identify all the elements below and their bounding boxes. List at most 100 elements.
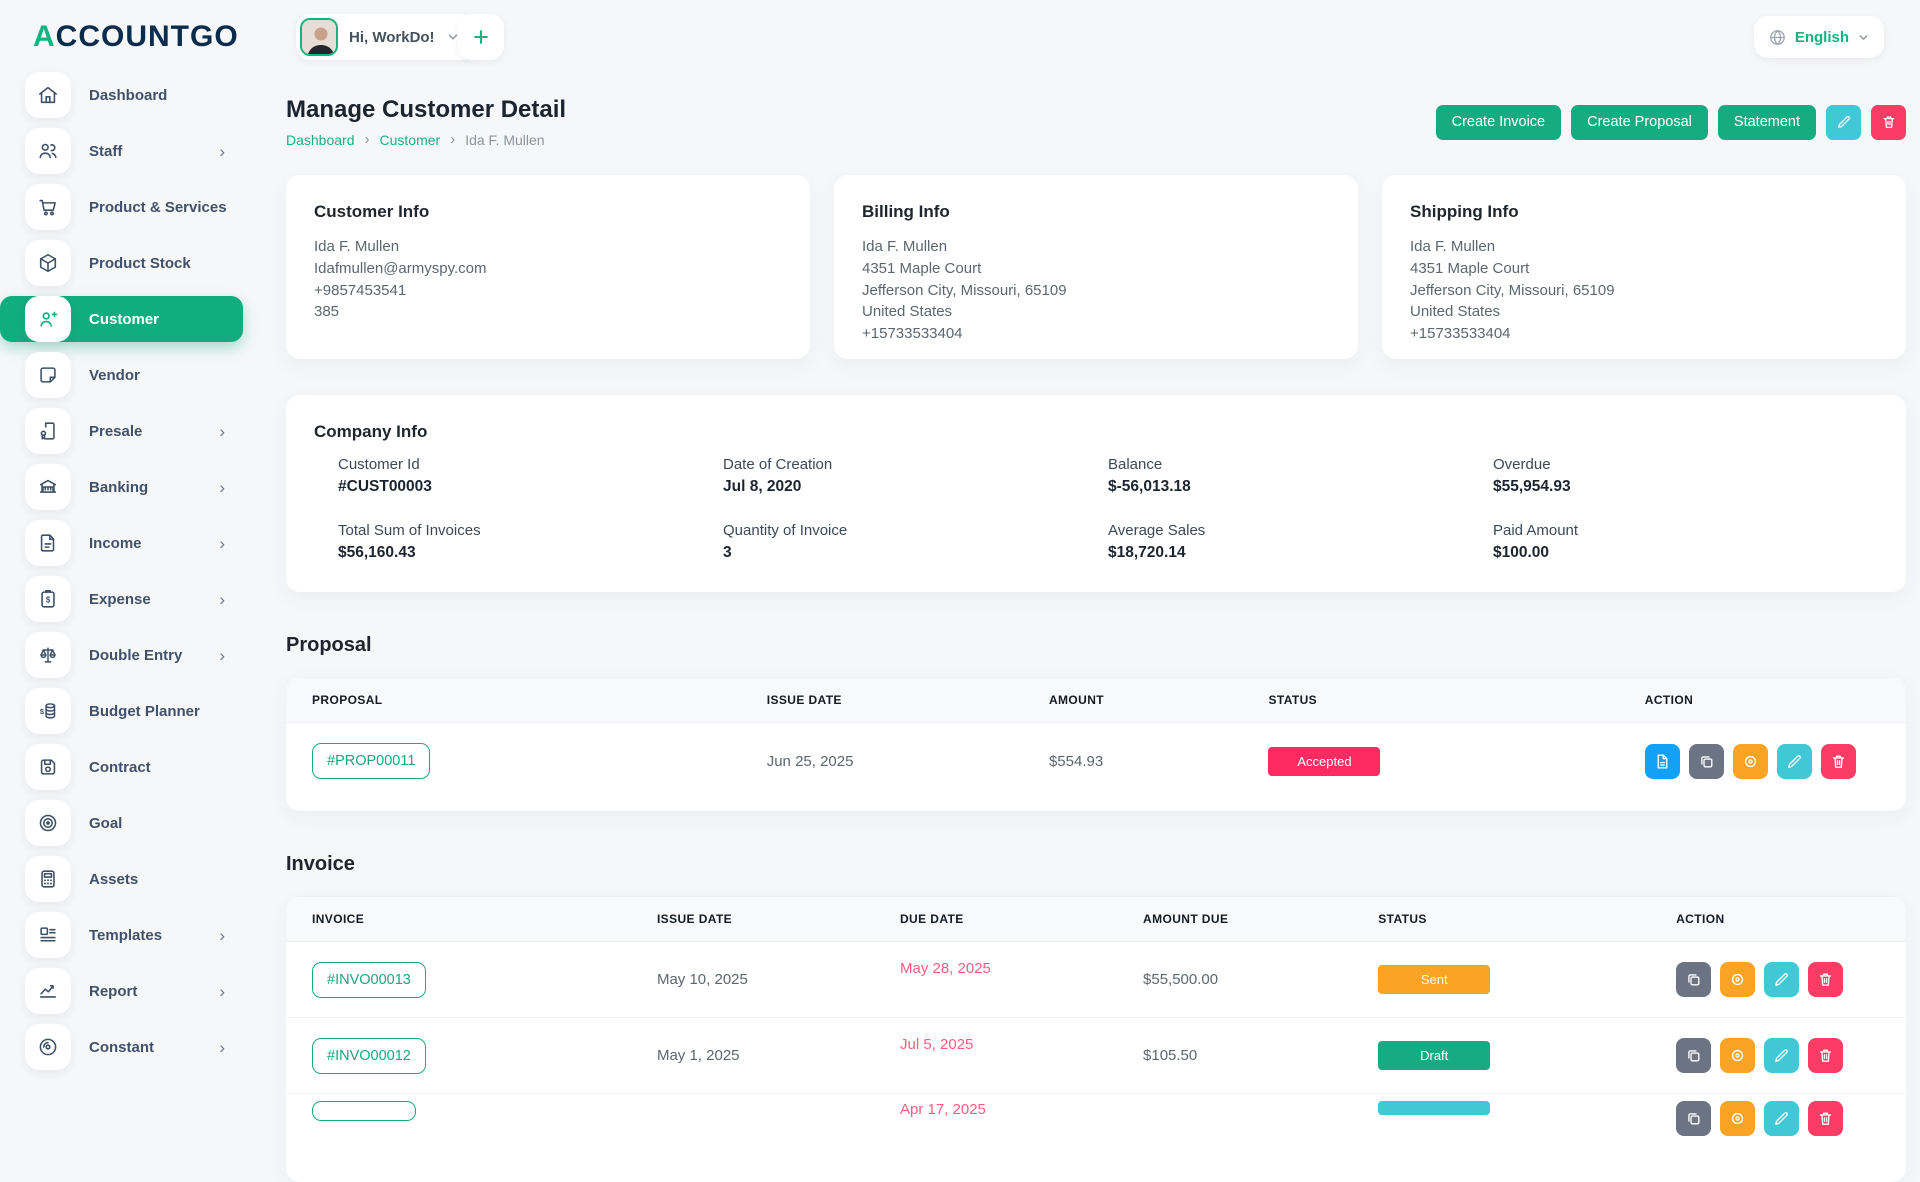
sidebar-item-constant[interactable]: Constant › (0, 1024, 243, 1070)
proposal-issue-date: Jun 25, 2025 (766, 752, 854, 770)
invoice-issue-date: May 10, 2025 (656, 971, 748, 988)
col-issue-date: ISSUE DATE (656, 912, 733, 926)
app-logo: ACCOUNTGO (33, 20, 239, 54)
add-button[interactable] (458, 14, 504, 60)
users-icon (25, 128, 71, 174)
language-selector[interactable]: English (1753, 16, 1884, 58)
edit-customer-button[interactable] (1826, 104, 1861, 140)
target-icon (25, 800, 71, 846)
sidebar-item-vendor[interactable]: Vendor (0, 352, 243, 398)
card-title: Billing Info (862, 202, 950, 221)
chevron-right-icon: › (219, 925, 225, 945)
preview-button[interactable] (1720, 1038, 1756, 1073)
edit-button[interactable] (1764, 1101, 1800, 1136)
status-badge (1378, 1101, 1491, 1115)
duplicate-button[interactable] (1676, 1038, 1712, 1073)
duplicate-button[interactable] (1688, 743, 1724, 779)
breadcrumb-dashboard-link[interactable]: Dashboard (286, 131, 355, 148)
card-title: Company Info (314, 422, 428, 441)
sidebar-item-expense[interactable]: $ Expense › (0, 576, 243, 622)
page-header: Manage Customer Detail Dashboard › Custo… (286, 96, 1906, 148)
topbar: ACCOUNTGO Hi, WorkDo! English (0, 0, 1920, 72)
greeting-text: Hi, WorkDo! (349, 28, 435, 46)
sidebar-item-label: Vendor (89, 366, 140, 384)
invoice-number-button[interactable]: #INVO00012 (312, 1037, 426, 1074)
trash-icon (1819, 1049, 1832, 1062)
sidebar-item-report[interactable]: Report › (0, 968, 243, 1014)
customer-phone: +9857453541 (314, 281, 407, 299)
col-status: STATUS (1268, 693, 1318, 707)
sidebar-item-label: Budget Planner (89, 702, 200, 720)
billing-info-card: Billing Info Ida F. Mullen 4351 Maple Co… (834, 175, 1358, 359)
duplicate-button[interactable] (1676, 1101, 1712, 1136)
sidebar-item-goal[interactable]: Goal (0, 800, 243, 846)
chevron-right-icon: › (219, 477, 225, 497)
chevron-right-icon: › (219, 533, 225, 553)
sidebar-item-contract[interactable]: Contract (0, 744, 243, 790)
page-title: Manage Customer Detail (286, 96, 567, 123)
duplicate-button[interactable] (1676, 962, 1712, 997)
col-proposal: PROPOSAL (312, 693, 383, 707)
proposal-number-button[interactable]: #PROP00011 (312, 743, 431, 779)
edit-button[interactable] (1776, 743, 1812, 779)
sidebar-item-label: Double Entry (89, 646, 183, 664)
statement-button[interactable]: Statement (1717, 104, 1816, 140)
create-invoice-button[interactable]: Create Invoice (1435, 104, 1562, 140)
sidebar-item-label: Staff (89, 142, 123, 160)
delete-button[interactable] (1808, 1101, 1844, 1136)
field-date-of-creation: Date of Creation Jul 8, 2020 (723, 456, 833, 495)
clipboard-dollar-icon: $ (25, 576, 71, 622)
chevron-right-icon: › (219, 421, 225, 441)
scales-icon (25, 632, 71, 678)
sidebar-item-banking[interactable]: Banking › (0, 464, 243, 510)
chevron-right-icon: › (219, 981, 225, 1001)
edit-button[interactable] (1764, 1038, 1800, 1073)
sidebar-item-product-stock[interactable]: Product Stock (0, 240, 243, 286)
shipping-street: 4351 Maple Court (1410, 259, 1530, 277)
company-info-card: Company Info Customer Id #CUST00003 Date … (286, 395, 1906, 592)
calculator-icon (25, 856, 71, 902)
preview-button[interactable] (1732, 743, 1768, 779)
breadcrumb-customer-link[interactable]: Customer (379, 131, 441, 148)
status-badge: Draft (1378, 1041, 1491, 1070)
invoice-number-button[interactable] (312, 1101, 416, 1121)
avatar (300, 18, 338, 56)
shipping-info-card: Shipping Info Ida F. Mullen 4351 Maple C… (1382, 175, 1906, 359)
edit-button[interactable] (1764, 962, 1800, 997)
sidebar-item-dashboard[interactable]: Dashboard (0, 72, 243, 118)
sidebar-item-label: Product Stock (89, 254, 191, 272)
sidebar-item-income[interactable]: Income › (0, 520, 243, 566)
preview-button[interactable] (1720, 1101, 1756, 1136)
delete-button[interactable] (1820, 743, 1856, 779)
chevron-right-icon: › (219, 141, 225, 161)
chevron-right-icon: › (219, 589, 225, 609)
preview-button[interactable] (1720, 962, 1756, 997)
sidebar-item-presale[interactable]: Presale › (0, 408, 243, 454)
delete-button[interactable] (1808, 962, 1844, 997)
sidebar-item-label: Constant (89, 1038, 154, 1056)
sidebar-item-templates[interactable]: Templates › (0, 912, 243, 958)
invoice-file-button[interactable] (1644, 743, 1680, 779)
sidebar-item-label: Dashboard (89, 86, 168, 104)
sidebar-item-budget-planner[interactable]: $ Budget Planner (0, 688, 243, 734)
plus-icon (471, 27, 491, 47)
sidebar-item-staff[interactable]: Staff › (0, 128, 243, 174)
proposal-table-header: PROPOSAL ISSUE DATE AMOUNT STATUS ACTION (286, 677, 1906, 723)
sidebar-item-product-services[interactable]: Product & Services (0, 184, 243, 230)
sidebar-item-assets[interactable]: Assets (0, 856, 243, 902)
field-quantity-invoice: Quantity of Invoice 3 (723, 522, 848, 561)
invoice-issue-date: May 1, 2025 (656, 1047, 740, 1064)
sidebar-item-double-entry[interactable]: Double Entry › (0, 632, 243, 678)
delete-button[interactable] (1808, 1038, 1844, 1073)
chart-icon (25, 968, 71, 1014)
billing-country: United States (862, 303, 953, 321)
invoice-amount-due: $105.50 (1143, 1047, 1198, 1064)
sidebar-item-label: Income (89, 534, 142, 552)
coins-icon: $ (25, 688, 71, 734)
invoice-number-button[interactable]: #INVO00013 (312, 961, 426, 998)
sidebar-item-customer[interactable]: Customer (0, 296, 243, 342)
customer-name: Ida F. Mullen (314, 238, 400, 255)
user-menu[interactable]: Hi, WorkDo! (296, 14, 476, 60)
delete-customer-button[interactable] (1871, 104, 1906, 140)
create-proposal-button[interactable]: Create Proposal (1571, 104, 1708, 140)
